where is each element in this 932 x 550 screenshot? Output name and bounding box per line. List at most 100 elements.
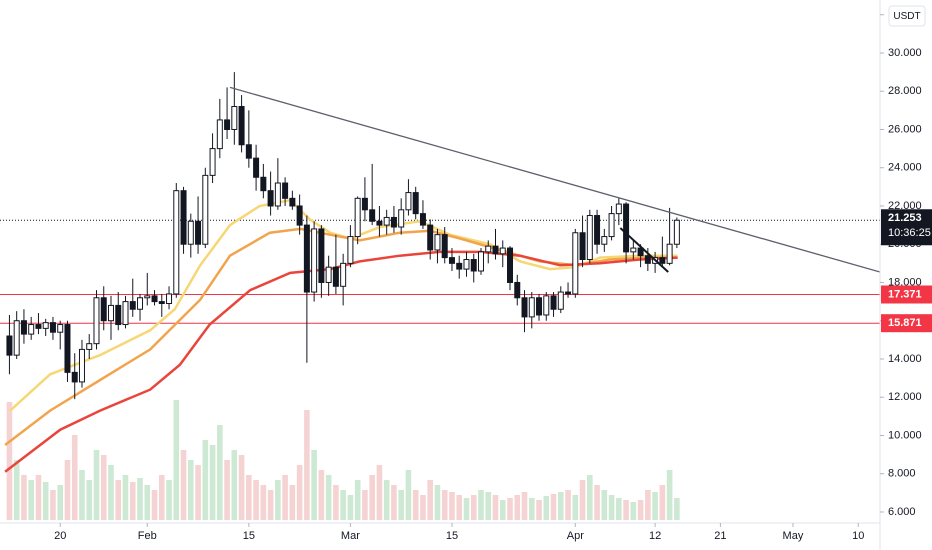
volume-bar: [478, 490, 484, 520]
candle-body: [20, 320, 27, 335]
candle-body: [115, 304, 122, 326]
volume-bar: [21, 475, 27, 520]
volume-bar: [674, 498, 680, 520]
candle-body: [347, 236, 354, 264]
volume-bar: [594, 485, 600, 520]
volume-bar: [86, 480, 93, 520]
volume-bar: [71, 435, 78, 520]
y-tick-label: 14.000: [888, 353, 922, 365]
volume-bar: [354, 480, 361, 520]
candle-body: [623, 203, 630, 253]
candle-body: [507, 247, 514, 283]
candle-body: [456, 262, 463, 270]
candle-body: [637, 247, 644, 257]
candle-body: [224, 119, 231, 130]
volume-bar: [528, 498, 535, 520]
candle-body: [361, 197, 368, 211]
candle-body: [405, 192, 412, 211]
volume-bar: [318, 470, 325, 520]
volume-bar: [144, 485, 151, 520]
candle-body: [28, 324, 35, 335]
volume-bar: [514, 495, 521, 520]
volume-bar: [434, 485, 441, 520]
candle-body: [173, 190, 180, 295]
candle-body: [274, 182, 281, 207]
volume-bar: [108, 465, 114, 520]
volume-bar: [325, 475, 332, 520]
volume-bar: [129, 482, 136, 520]
candle-body: [383, 216, 390, 226]
volume-bar: [405, 470, 412, 520]
candle-body: [122, 301, 129, 326]
x-tick-label: Feb: [138, 530, 157, 542]
candle-body: [6, 335, 13, 356]
candle-body: [673, 219, 680, 245]
volume-bar: [616, 498, 622, 520]
level-price-label: 15.871: [888, 317, 922, 329]
volume-bar: [137, 478, 143, 520]
candle-body: [427, 224, 434, 251]
x-tick-label: Mar: [341, 530, 360, 542]
level-price-box: [881, 285, 932, 304]
level-price-label: 17.371: [888, 288, 922, 300]
y-tick-label: 10.000: [888, 429, 922, 441]
candle-body: [477, 251, 484, 272]
candle-body: [594, 215, 601, 245]
volume-bar: [275, 480, 281, 520]
volume-bar: [347, 495, 354, 520]
candle-body: [253, 157, 260, 178]
x-tick-label: 12: [649, 530, 661, 542]
candle-body: [311, 228, 318, 293]
volume-bar: [28, 480, 34, 520]
candle-body: [71, 371, 78, 383]
candle-body: [195, 220, 202, 245]
candle-body: [470, 259, 477, 272]
candle-body: [557, 291, 564, 310]
candle-body: [434, 234, 441, 251]
volume-bar: [565, 490, 571, 520]
volume-bar: [42, 482, 49, 520]
trend-line: [229, 86, 880, 273]
volume-bar: [456, 495, 463, 520]
candle-body: [166, 293, 173, 305]
candle-body: [49, 322, 56, 333]
last-price-box: [881, 209, 932, 246]
volume-bar: [666, 470, 673, 520]
volume-bar: [122, 475, 129, 520]
candle-body: [615, 203, 622, 215]
level-price-box: [881, 314, 932, 333]
candle-body: [536, 297, 543, 316]
volume-bar: [601, 490, 608, 520]
volume-bar: [536, 500, 542, 520]
x-tick-label: May: [783, 530, 804, 542]
volume-bar: [507, 498, 513, 520]
volume-bar: [187, 460, 194, 520]
y-tick-label: 6.000: [888, 506, 916, 518]
y-tick-label: 26.000: [888, 123, 922, 135]
candle-body: [565, 291, 572, 295]
candle-body: [659, 257, 666, 264]
candle-body: [463, 259, 470, 270]
y-tick-label: 18.000: [888, 276, 922, 288]
candle-body: [340, 262, 347, 287]
volume-bar: [224, 460, 230, 520]
volume-bar: [376, 465, 383, 520]
candle-body: [601, 236, 608, 245]
candle-body: [332, 266, 339, 287]
candle-body: [267, 190, 274, 207]
candle-body: [303, 224, 310, 293]
candle-body: [369, 209, 376, 222]
candle-body: [93, 297, 100, 345]
x-tick-label: 21: [714, 530, 726, 542]
x-tick-label: 20: [54, 530, 66, 542]
candle-body: [419, 213, 426, 226]
candle-body: [137, 297, 144, 310]
candle-body: [521, 297, 528, 318]
candle-body: [100, 297, 107, 322]
candle-body: [238, 106, 245, 146]
volume-bar: [35, 475, 42, 520]
volume-bar: [260, 485, 267, 520]
volume-bar: [369, 475, 375, 520]
volume-bar: [64, 460, 71, 520]
